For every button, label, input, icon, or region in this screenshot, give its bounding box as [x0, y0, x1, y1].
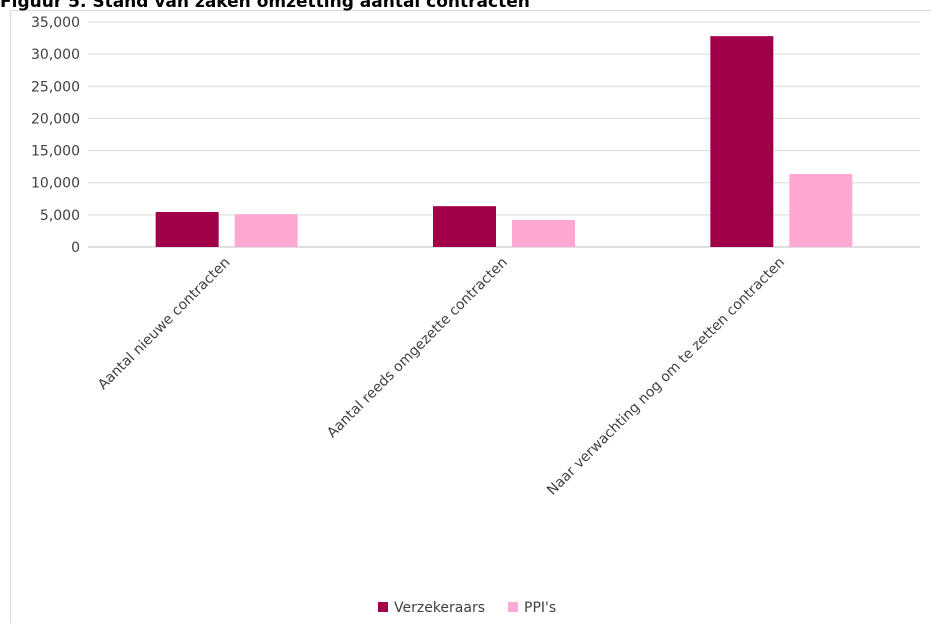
y-tick-label: 20,000 — [31, 111, 80, 127]
bar — [155, 211, 219, 247]
x-category-label: Naar verwachting nog om te zetten contra… — [544, 255, 788, 499]
legend-label: Verzekeraars — [394, 600, 485, 616]
bar — [789, 174, 853, 247]
y-tick-label: 15,000 — [31, 144, 80, 160]
legend-label: PPI's — [524, 600, 556, 616]
legend-swatch — [378, 602, 388, 612]
x-category-label: Aantal nieuwe contracten — [95, 255, 233, 393]
y-tick-label: 30,000 — [31, 47, 80, 63]
y-tick-label: 25,000 — [31, 79, 80, 95]
bar — [433, 206, 496, 247]
y-tick-label: 0 — [71, 240, 80, 256]
bar — [512, 220, 575, 247]
y-tick-label: 35,000 — [31, 15, 80, 31]
bar — [710, 36, 774, 248]
chart-frame — [10, 10, 931, 623]
y-tick-label: 5,000 — [40, 208, 80, 224]
y-tick-label: 10,000 — [31, 176, 80, 192]
bar — [234, 214, 298, 247]
legend-swatch — [508, 602, 518, 612]
x-category-label: Aantal reeds omgezette contracten — [324, 255, 511, 442]
chart-title: Figuur 5. Stand van zaken omzetting aant… — [0, 0, 530, 12]
